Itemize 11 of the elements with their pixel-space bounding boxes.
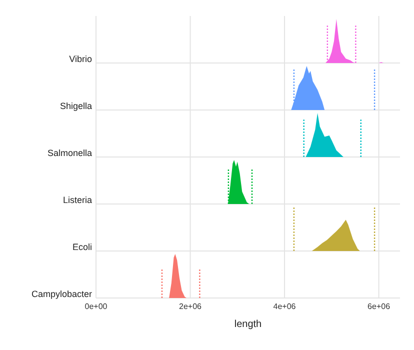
x-tick-label: 6e+06 xyxy=(368,302,391,311)
x-tick-label: 2e+06 xyxy=(179,302,202,311)
y-axis-title: Vibrio xyxy=(69,54,92,64)
y-axis-title: Listeria xyxy=(62,195,92,205)
y-axis-title: Salmonella xyxy=(47,148,92,158)
x-tick-label: 4e+06 xyxy=(273,302,296,311)
y-axis-title: Ecoli xyxy=(72,242,92,252)
y-axis-title: Campylobacter xyxy=(31,289,92,299)
x-axis-title: length xyxy=(234,319,262,330)
y-axis-title: Shigella xyxy=(60,101,92,111)
x-tick-label: 0e+00 xyxy=(84,302,108,311)
